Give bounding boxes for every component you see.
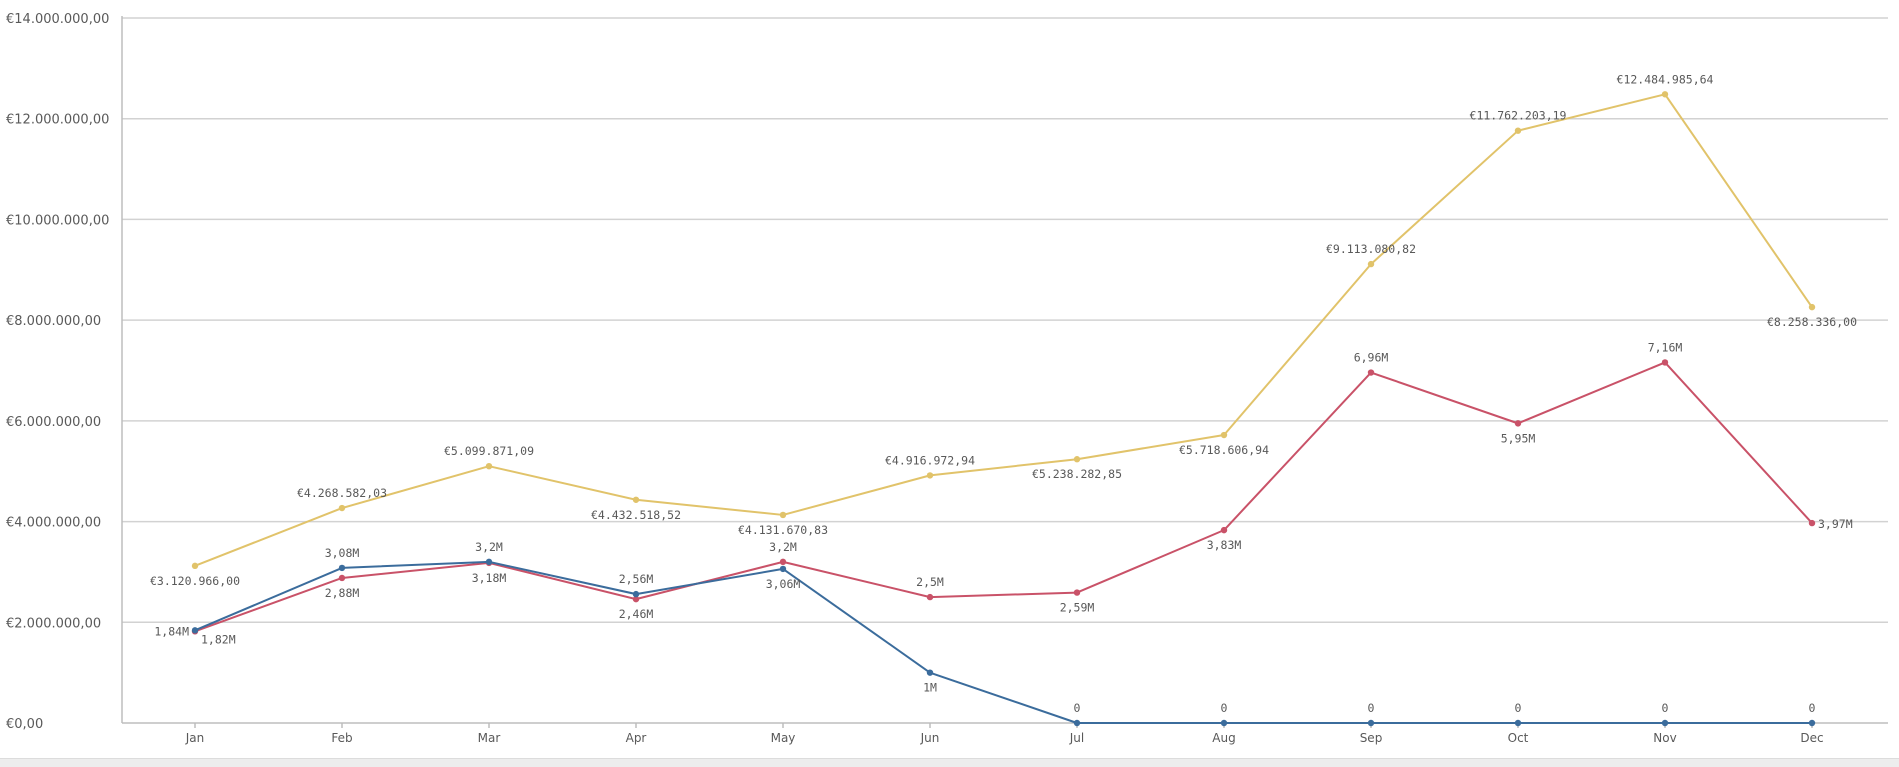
series-1-point <box>779 558 787 566</box>
series-2-point <box>1367 719 1375 727</box>
x-tick-label: Jan <box>185 731 205 745</box>
series-2-point <box>1661 719 1669 727</box>
series-1-point <box>1073 589 1081 596</box>
series-1-data-label: 2,88M <box>325 586 360 600</box>
x-tick-label: Jun <box>920 731 940 745</box>
series-2-point <box>779 565 787 573</box>
series-1-point <box>1220 526 1228 534</box>
series-2-point <box>1220 719 1228 727</box>
series-0-line <box>194 93 1813 567</box>
series-2-data-label: 0 <box>1809 701 1816 715</box>
x-tick-label: Nov <box>1653 731 1676 745</box>
series-0-point <box>779 511 787 519</box>
series-2-data-label: 3,08M <box>325 546 360 560</box>
series-2-data-label: 0 <box>1368 701 1375 715</box>
series-1-data-label: 2,5M <box>916 575 944 589</box>
series-0-data-label: €3.120.966,00 <box>150 574 240 588</box>
series-0-point <box>632 496 640 503</box>
y-tick-label: €10.000.000,00 <box>6 213 109 228</box>
series-1-point <box>926 593 934 601</box>
series-0-data-label: €12.484.985,64 <box>1617 72 1714 86</box>
bottom-scroll-bar <box>0 758 1899 767</box>
series-0-point <box>1661 91 1669 98</box>
x-tick-label: Sep <box>1360 731 1383 745</box>
series-2-data-label: 1,84M <box>154 624 189 638</box>
series-2-point <box>1073 719 1081 727</box>
series-1-point <box>1808 519 1816 527</box>
x-tick-label: Jul <box>1069 731 1084 745</box>
series-2-data-label: 0 <box>1074 701 1081 715</box>
series-2-data-label: 2,56M <box>619 572 654 586</box>
series-1-data-label: 3,18M <box>472 571 507 585</box>
series-2-point <box>632 590 640 598</box>
series-0-data-label: €9.113.080,82 <box>1326 242 1416 256</box>
x-tick-label: Mar <box>478 731 501 745</box>
series-0-data-label: €4.916.972,94 <box>885 453 975 467</box>
series-2-data-label: 0 <box>1662 701 1669 715</box>
series-0-data-label: €5.718.606,94 <box>1179 443 1269 457</box>
series-1-data-label: 2,46M <box>619 607 654 621</box>
series-0-data-label: €8.258.336,00 <box>1767 315 1857 329</box>
y-tick-label: €8.000.000,00 <box>6 314 101 329</box>
series-0-data-label: €4.432.518,52 <box>591 508 681 522</box>
series-2-data-label: 3,2M <box>475 540 503 554</box>
series-1-point <box>1514 420 1522 427</box>
x-tick-label: Oct <box>1508 731 1529 745</box>
series-0-point <box>926 472 934 479</box>
x-tick-label: Feb <box>331 731 352 745</box>
series-1-data-label: 3,83M <box>1207 538 1242 552</box>
series-1-data-label: 3,97M <box>1818 517 1853 531</box>
series-0-data-label: €4.268.582,03 <box>297 486 387 500</box>
series-0-point <box>1220 431 1228 439</box>
series-1-point <box>632 595 640 603</box>
y-tick-label: €12.000.000,00 <box>6 113 109 128</box>
series-0-point <box>1514 127 1522 134</box>
series-0-data-label: €4.131.670,83 <box>738 523 828 537</box>
series-2-point <box>338 564 346 572</box>
series-1-data-label: 2,59M <box>1060 601 1095 615</box>
series-2-point <box>926 669 934 676</box>
series-1-point <box>1661 359 1669 366</box>
series-2-point <box>1808 719 1816 727</box>
y-tick-label: €14.000.000,00 <box>6 12 109 27</box>
series-1-point <box>338 574 346 582</box>
y-tick-label: €0,00 <box>6 717 43 732</box>
series-2-point <box>191 627 199 634</box>
series-0-data-label: €5.099.871,09 <box>444 444 534 458</box>
series-2-point <box>485 558 493 566</box>
series-1-line <box>194 361 1813 633</box>
series-0-data-label: €11.762.203,19 <box>1470 109 1567 123</box>
series-1-data-label: 3,2M <box>769 540 797 554</box>
series-0-point <box>485 462 493 470</box>
x-tick-label: May <box>771 731 796 745</box>
series-0-point <box>1367 260 1375 268</box>
series-0-point <box>191 562 199 570</box>
series-0-point <box>1073 456 1081 463</box>
series-2-data-label: 1M <box>923 681 937 695</box>
y-tick-label: €4.000.000,00 <box>6 516 101 531</box>
series-2-point <box>1514 719 1522 727</box>
series-2-data-label: 0 <box>1221 701 1228 715</box>
series-2-line <box>194 560 1812 724</box>
series-0-point <box>1808 303 1816 311</box>
y-tick-label: €6.000.000,00 <box>6 415 101 430</box>
series-2-data-label: 0 <box>1515 701 1522 715</box>
x-tick-label: Apr <box>626 731 647 745</box>
series-0-data-label: €5.238.282,85 <box>1032 467 1122 481</box>
series-1-data-label: 5,95M <box>1501 431 1536 445</box>
series-2-data-label: 3,06M <box>766 577 801 591</box>
x-tick-label: Dec <box>1800 731 1823 745</box>
series-1-data-label: 7,16M <box>1648 340 1683 354</box>
x-tick-label: Aug <box>1212 731 1235 745</box>
series-1-data-label: 1,82M <box>201 632 236 646</box>
series-1-point <box>1367 369 1375 376</box>
series-1-data-label: 6,96M <box>1354 351 1389 365</box>
series-0-point <box>338 504 346 512</box>
y-tick-label: €2.000.000,00 <box>6 616 101 631</box>
